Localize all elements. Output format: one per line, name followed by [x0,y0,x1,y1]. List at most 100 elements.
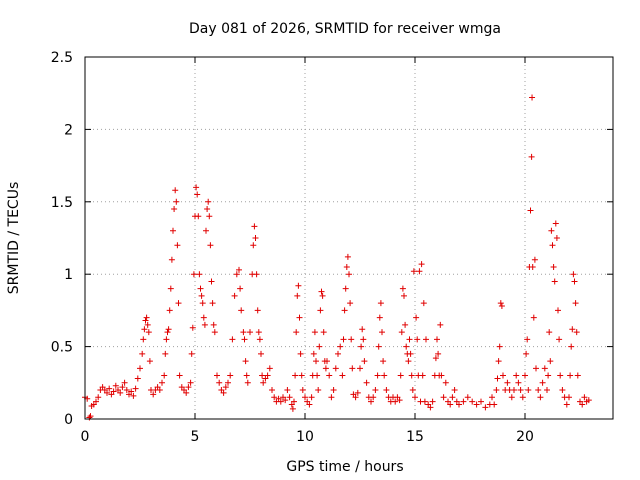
data-point [208,278,215,285]
data-point [187,379,194,386]
data-point [418,261,425,268]
y-tick-label: 0.5 [51,340,73,356]
data-point [420,300,427,307]
data-point [289,405,296,412]
y-tick-label: 2.5 [51,50,73,66]
data-point [432,355,439,362]
data-point [381,372,388,379]
data-point [401,292,407,299]
data-point [551,278,558,285]
data-point [379,329,385,336]
data-point [567,372,574,379]
data-point [316,343,323,350]
y-tick-label: 1.5 [51,195,73,211]
data-point [229,336,236,343]
data-point [150,391,157,398]
data-point [517,387,524,394]
data-point [227,372,234,379]
data-point [548,227,555,234]
data-point [174,242,181,249]
data-point [405,358,412,365]
data-point [140,336,147,343]
data-point [552,220,559,227]
data-point [110,388,117,395]
data-point [544,387,550,394]
data-point [530,314,537,321]
data-point [255,329,262,336]
chart-title: Day 081 of 2026, SRMTID for receiver wmg… [189,21,501,37]
data-point [194,191,201,198]
gridlines [85,57,613,419]
data-point [434,336,440,343]
data-point [134,375,141,382]
data-point [185,384,192,391]
data-point [200,314,207,321]
y-axis-label: SRMTID / TECUs [6,182,22,295]
data-point [529,94,536,101]
data-point [254,307,261,314]
data-point [347,300,354,307]
data-point [531,256,538,263]
data-point [419,372,426,379]
data-point [413,314,420,321]
data-point [145,329,152,336]
data-point [527,207,534,214]
axis-ticks: 0 5 10 15 20 0 0.5 1 1.5 2 2.5 [51,50,613,445]
data-point [537,394,544,401]
data-point [408,372,415,379]
x-axis-label: GPS time / hours [286,459,403,475]
data-point [508,394,515,401]
data-point [524,336,531,343]
data-point [222,384,229,391]
data-point [190,271,197,278]
data-point [402,321,409,328]
data-point [464,394,471,401]
data-point [383,387,390,394]
data-point [447,401,454,408]
data-point [513,372,520,379]
data-point [500,372,506,379]
data-point [495,358,502,365]
data-point [380,358,387,365]
data-point [93,398,99,405]
data-point [528,153,535,160]
data-point [295,282,302,289]
data-point [271,394,278,401]
data-point [95,394,102,401]
data-point [297,350,304,357]
data-point [144,321,151,328]
data-point [511,387,517,394]
data-point [406,336,413,343]
data-point [322,365,329,372]
data-point [293,329,300,336]
data-point [348,336,355,343]
data-point [399,285,406,292]
x-tick-label: 15 [406,429,424,445]
y-tick-label: 0 [64,412,73,428]
data-point [421,398,428,405]
data-point [176,372,183,379]
data-point [104,389,110,396]
data-point [539,379,546,386]
data-point [339,372,346,379]
x-tick-label: 10 [296,429,314,445]
data-point [469,398,476,405]
data-point [233,271,240,278]
data-point [291,398,297,405]
data-point [435,350,442,357]
data-point [164,329,171,336]
data-point [171,206,178,213]
data-point [429,398,436,405]
data-point [504,379,511,386]
data-point [423,336,429,343]
data-series [82,94,592,421]
data-point [451,387,458,394]
data-point [491,401,498,408]
data-point [337,343,344,350]
data-point [203,227,209,234]
data-point [205,198,212,205]
data-point [553,235,560,241]
x-tick-label: 20 [516,429,534,445]
data-point [306,401,313,408]
